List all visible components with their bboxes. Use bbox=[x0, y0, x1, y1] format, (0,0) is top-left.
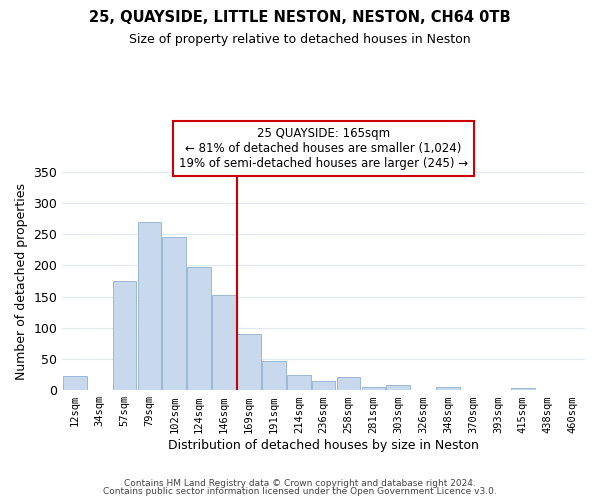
Bar bbox=[163, 238, 186, 390]
Bar bbox=[113, 281, 136, 390]
Bar bbox=[287, 374, 311, 390]
Bar bbox=[63, 376, 86, 390]
Text: 25 QUAYSIDE: 165sqm
← 81% of detached houses are smaller (1,024)
19% of semi-det: 25 QUAYSIDE: 165sqm ← 81% of detached ho… bbox=[179, 126, 468, 170]
Text: 25, QUAYSIDE, LITTLE NESTON, NESTON, CH64 0TB: 25, QUAYSIDE, LITTLE NESTON, NESTON, CH6… bbox=[89, 10, 511, 25]
X-axis label: Distribution of detached houses by size in Neston: Distribution of detached houses by size … bbox=[168, 440, 479, 452]
Bar bbox=[212, 294, 236, 390]
Bar bbox=[312, 382, 335, 390]
Y-axis label: Number of detached properties: Number of detached properties bbox=[15, 182, 28, 380]
Text: Contains public sector information licensed under the Open Government Licence v3: Contains public sector information licen… bbox=[103, 487, 497, 496]
Text: Size of property relative to detached houses in Neston: Size of property relative to detached ho… bbox=[129, 32, 471, 46]
Bar bbox=[386, 385, 410, 390]
Bar bbox=[436, 387, 460, 390]
Bar bbox=[337, 377, 361, 390]
Bar bbox=[262, 362, 286, 390]
Bar bbox=[362, 387, 385, 390]
Bar bbox=[137, 222, 161, 390]
Bar bbox=[511, 388, 535, 390]
Text: Contains HM Land Registry data © Crown copyright and database right 2024.: Contains HM Land Registry data © Crown c… bbox=[124, 478, 476, 488]
Bar bbox=[187, 266, 211, 390]
Bar bbox=[237, 334, 261, 390]
